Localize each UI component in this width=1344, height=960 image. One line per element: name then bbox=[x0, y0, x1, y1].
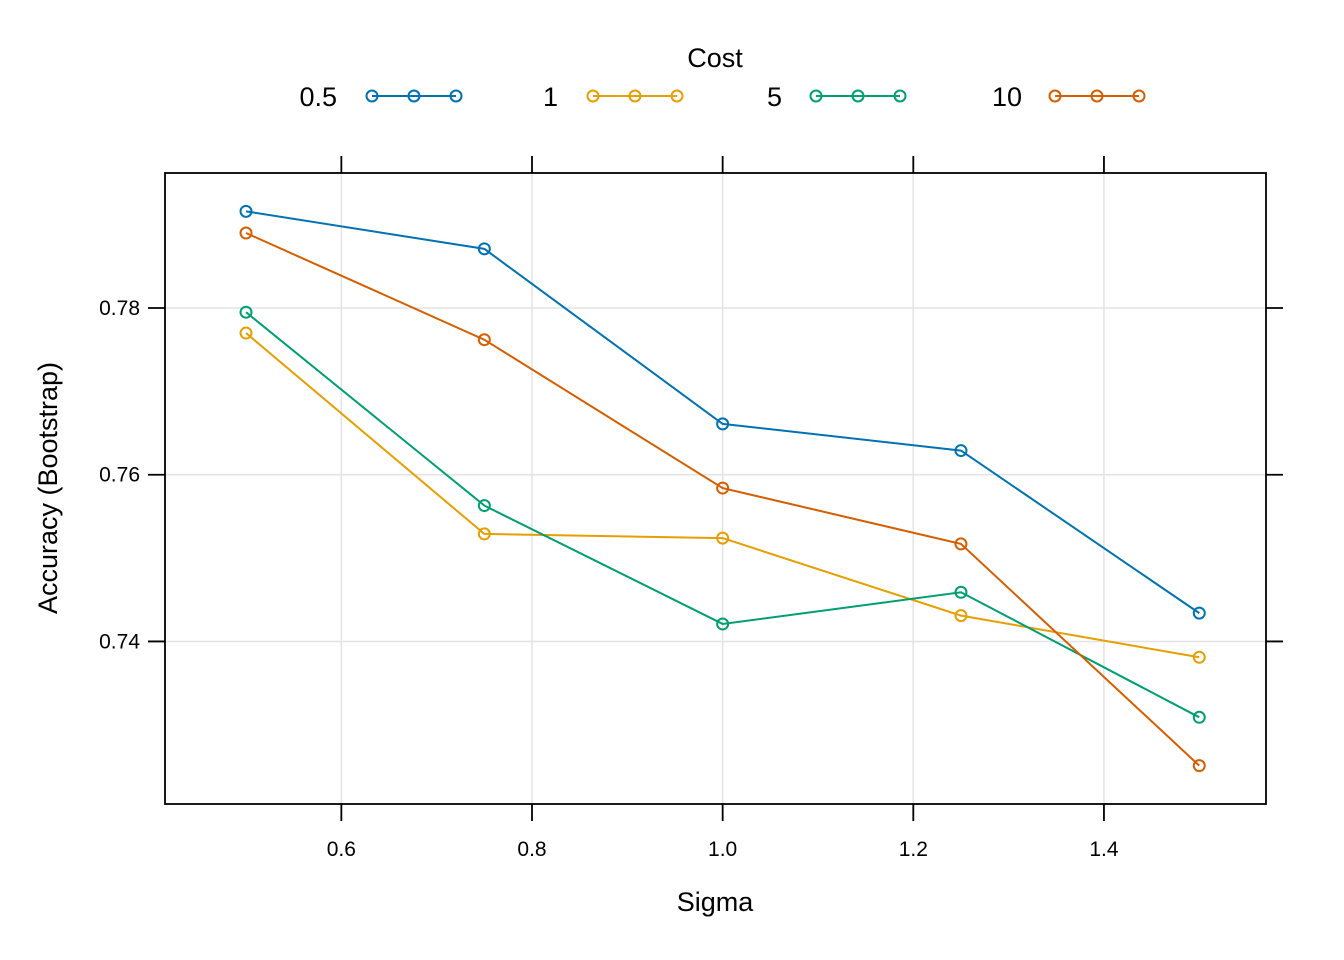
y-tick-label: 0.74 bbox=[99, 630, 140, 653]
series-0.5 bbox=[239, 204, 1206, 620]
data-point bbox=[954, 444, 968, 458]
legend-title: Cost bbox=[687, 43, 743, 73]
data-point bbox=[477, 333, 491, 347]
legend-label: 10 bbox=[992, 82, 1022, 112]
legend-point bbox=[670, 89, 684, 103]
legend-point bbox=[809, 89, 823, 103]
legend-point bbox=[586, 89, 600, 103]
data-point bbox=[239, 204, 253, 218]
axis-ticks bbox=[148, 156, 1283, 821]
legend-item-5: 5 bbox=[767, 82, 907, 112]
x-tick-label: 1.2 bbox=[899, 838, 928, 861]
x-axis-title: Sigma bbox=[677, 887, 755, 917]
y-tick-labels: 0.74 0.76 0.78 bbox=[99, 297, 140, 653]
plot-frame bbox=[164, 172, 1267, 805]
legend-point bbox=[1048, 89, 1062, 103]
data-point bbox=[1192, 650, 1206, 664]
data-point bbox=[477, 527, 491, 541]
data-point bbox=[716, 417, 730, 431]
y-tick-label: 0.76 bbox=[99, 464, 140, 487]
legend-point bbox=[628, 89, 642, 103]
data-point bbox=[477, 499, 491, 513]
series-group bbox=[239, 204, 1206, 773]
legend: 0.5 1 5 10 bbox=[299, 82, 1146, 112]
x-tick-label: 0.8 bbox=[517, 838, 546, 861]
series-line bbox=[245, 210, 1200, 614]
legend-label: 0.5 bbox=[299, 82, 337, 112]
data-point bbox=[239, 326, 253, 340]
data-point bbox=[954, 537, 968, 551]
data-point bbox=[239, 305, 253, 319]
data-point bbox=[954, 585, 968, 599]
legend-item-0.5: 0.5 bbox=[299, 82, 463, 112]
legend-point bbox=[851, 89, 865, 103]
series-line bbox=[245, 311, 1200, 719]
legend-label: 1 bbox=[543, 82, 558, 112]
legend-label: 5 bbox=[767, 82, 782, 112]
series-10 bbox=[239, 226, 1206, 773]
series-line bbox=[245, 232, 1200, 767]
x-tick-label: 0.6 bbox=[327, 838, 356, 861]
y-tick-label: 0.78 bbox=[99, 297, 140, 320]
legend-point bbox=[407, 89, 421, 103]
data-point bbox=[477, 242, 491, 256]
data-point bbox=[716, 617, 730, 631]
data-point bbox=[716, 531, 730, 545]
data-point bbox=[1192, 710, 1206, 724]
series-line bbox=[245, 332, 1200, 659]
legend-item-1: 1 bbox=[543, 82, 684, 112]
data-point bbox=[239, 226, 253, 240]
legend-point bbox=[893, 89, 907, 103]
series-5 bbox=[239, 305, 1206, 724]
legend-point bbox=[1090, 89, 1104, 103]
legend-point bbox=[365, 89, 379, 103]
y-axis-title: Accuracy (Bootstrap) bbox=[33, 362, 63, 614]
data-point bbox=[1192, 759, 1206, 773]
data-point bbox=[954, 609, 968, 623]
legend-item-10: 10 bbox=[992, 82, 1146, 112]
x-tick-label: 1.4 bbox=[1089, 838, 1119, 861]
grid bbox=[165, 173, 1266, 804]
data-point bbox=[716, 481, 730, 495]
series-1 bbox=[239, 326, 1206, 664]
legend-point bbox=[449, 89, 463, 103]
x-tick-label: 1.0 bbox=[708, 838, 737, 861]
data-point bbox=[1192, 606, 1206, 620]
x-tick-labels: 0.6 0.8 1.0 1.2 1.4 bbox=[327, 838, 1119, 861]
legend-point bbox=[1132, 89, 1146, 103]
